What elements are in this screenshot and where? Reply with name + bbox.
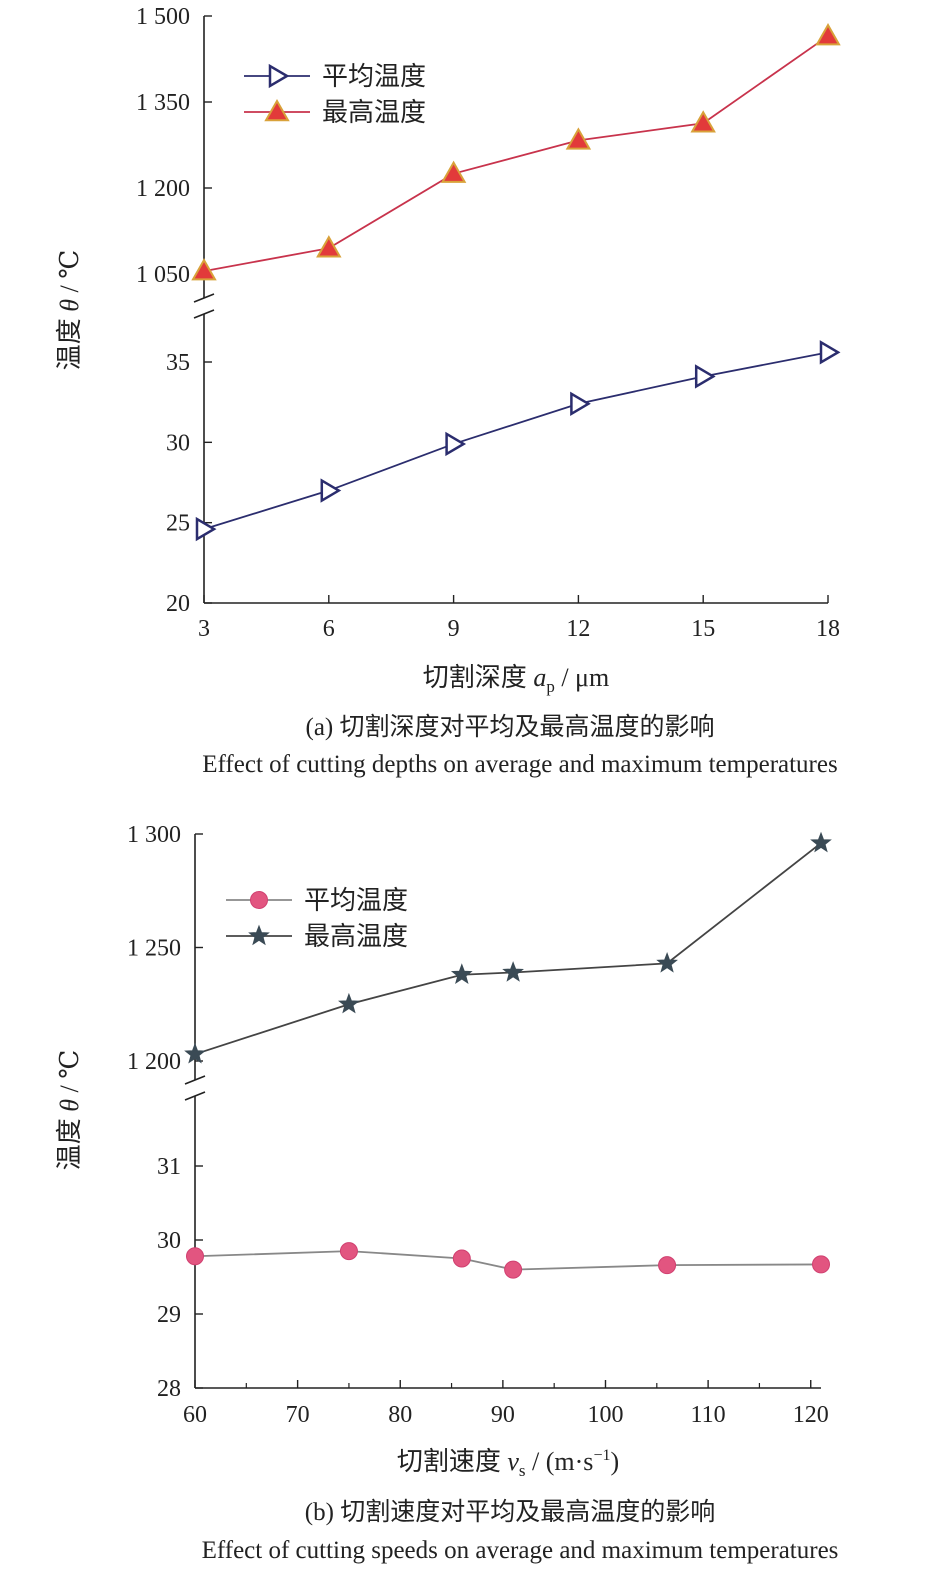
x-tick-label: 6 (323, 616, 335, 642)
x-tick-label: 3 (198, 616, 210, 642)
legend-marker (264, 98, 290, 122)
series-line-1 (194, 842, 822, 1056)
caption-en: Effect of cutting depths on average and … (202, 751, 837, 778)
x-tick-label: 90 (491, 1402, 515, 1428)
data-point-1 (690, 110, 716, 133)
data-point-0 (504, 1260, 523, 1279)
data-point-0 (445, 431, 467, 457)
legend-label: 平均温度 (322, 62, 426, 91)
legend-marker (268, 63, 290, 89)
x-axis-label-unit: / (m·s (526, 1447, 594, 1476)
legend-marker (248, 924, 270, 946)
data-point-0 (320, 478, 342, 503)
x-axis-label-unit-end: ) (610, 1447, 619, 1476)
y-axis-label-unit: / ℃ (55, 1050, 84, 1099)
y-axis-label-var: θ (55, 1099, 84, 1112)
x-tick-label: 100 (587, 1402, 623, 1428)
x-axis-label-sub: s (519, 1461, 526, 1480)
data-point-1 (191, 258, 217, 281)
y-tick-label: 1 200 (127, 1049, 181, 1075)
series-line-1 (203, 35, 829, 273)
x-tick-label: 9 (448, 616, 460, 642)
data-point-0 (812, 1255, 830, 1274)
x-axis-label-text: 切割速度 (397, 1447, 508, 1476)
y-tick-label: 31 (157, 1154, 181, 1180)
x-axis-label-sub: p (546, 677, 555, 696)
data-point-1 (565, 127, 592, 150)
chart-b: 1 200 1 250 1 300 28 29 30 31 60 70 80 90 100 110 120… (55, 822, 838, 1564)
y-tick-label: 35 (166, 350, 190, 376)
legend-marker (250, 891, 268, 909)
x-axis-label-sup: −1 (593, 1447, 610, 1464)
data-point-0 (195, 516, 217, 542)
data-point-1 (810, 831, 832, 853)
y-tick-label: 1 200 (136, 176, 190, 202)
y-axis-label-text: 温度 (55, 1112, 84, 1171)
data-point-1 (184, 1042, 206, 1064)
legend-label: 平均温度 (304, 886, 408, 915)
x-tick-label: 15 (691, 616, 715, 642)
data-point-0 (339, 1242, 358, 1261)
x-axis-label: 切割深度 ap / μm (423, 663, 609, 696)
series-line-0 (194, 1250, 822, 1271)
axis-break-mark (184, 1091, 206, 1101)
data-point-1 (815, 23, 841, 46)
data-point-1 (502, 961, 524, 982)
y-axis-label-text: 温度 (55, 312, 84, 371)
axis-break-mark (184, 1075, 206, 1085)
y-tick-label: 25 (166, 511, 190, 537)
caption-cn: (a) 切割深度对平均及最高温度的影响 (306, 713, 715, 741)
x-axis-label-var: v (507, 1447, 519, 1476)
y-tick-label: 30 (157, 1228, 181, 1254)
data-point-1 (316, 235, 342, 258)
caption-en: Effect of cutting speeds on average and … (202, 1537, 839, 1564)
x-tick-label: 70 (286, 1402, 310, 1428)
data-point-0 (570, 391, 591, 416)
chart-a: 1 050 1 200 1 350 1 500 20 25 30 35 3 6 9 12 15 18 切割深… (55, 4, 841, 778)
data-point-0 (694, 364, 716, 389)
data-point-1 (450, 963, 473, 984)
data-point-1 (656, 951, 678, 973)
data-point-0 (452, 1249, 471, 1268)
legend-label: 最高温度 (322, 98, 426, 127)
data-point-0 (819, 340, 841, 365)
y-tick-label: 1 350 (136, 90, 190, 116)
y-tick-label: 28 (157, 1376, 181, 1402)
legend-label: 最高温度 (304, 922, 408, 951)
y-axis-label: 温度 θ / ℃ (55, 250, 84, 371)
y-tick-label: 1 050 (136, 262, 190, 288)
y-tick-label: 20 (166, 591, 190, 617)
x-tick-label: 60 (183, 1402, 207, 1428)
x-tick-label: 110 (691, 1402, 726, 1428)
y-tick-label: 29 (157, 1302, 181, 1328)
caption-cn: (b) 切割速度对平均及最高温度的影响 (305, 1498, 715, 1526)
series-line-0 (203, 351, 829, 530)
axis-break-mark (193, 309, 215, 319)
x-tick-label: 120 (793, 1402, 829, 1428)
data-point-0 (658, 1256, 677, 1275)
x-tick-label: 18 (816, 616, 840, 642)
axis-break-mark (193, 293, 215, 303)
data-point-1 (338, 992, 360, 1014)
x-tick-label: 80 (388, 1402, 412, 1428)
x-axis-label-text: 切割深度 (423, 663, 534, 692)
y-tick-label: 1 300 (127, 822, 181, 848)
y-axis-label: 温度 θ / ℃ (55, 1050, 84, 1171)
data-point-1 (440, 160, 467, 183)
y-tick-label: 30 (166, 430, 190, 456)
x-axis-label-unit: / μm (555, 663, 609, 692)
y-axis-label-unit: / ℃ (55, 250, 84, 299)
x-axis-label-var: a (533, 663, 546, 692)
y-tick-label: 1 250 (127, 936, 181, 962)
x-tick-label: 12 (566, 616, 590, 642)
y-axis-label-var: θ (55, 299, 84, 312)
y-tick-label: 1 500 (136, 4, 190, 30)
x-axis-label: 切割速度 vs / (m·s−1) (397, 1447, 619, 1480)
data-point-0 (186, 1247, 204, 1266)
